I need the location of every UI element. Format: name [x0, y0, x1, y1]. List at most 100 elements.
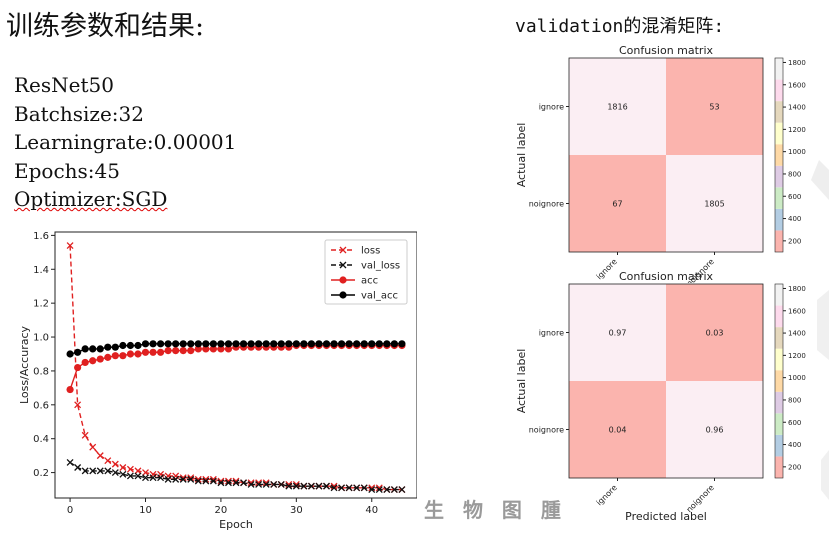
colorbar-segment: [775, 122, 783, 145]
data-point: [89, 357, 97, 365]
data-point: [224, 340, 233, 348]
data-point: [240, 479, 248, 487]
colorbar-segment: [775, 284, 783, 306]
param-model: ResNet50: [14, 73, 114, 97]
matrix-cell: [569, 155, 666, 252]
data-point: [81, 358, 89, 367]
x-tick-label: 20: [215, 505, 228, 516]
data-point: [104, 457, 112, 465]
colorbar-segment: [775, 305, 783, 328]
data-point: [187, 346, 195, 355]
data-point: [89, 443, 97, 451]
param-optimizer-text: Optimizer:SGD: [14, 187, 168, 211]
data-point: [375, 340, 383, 348]
y-tick-label: 1.2: [33, 299, 49, 310]
data-point: [172, 346, 180, 355]
data-point: [66, 350, 74, 358]
data-point: [126, 465, 134, 473]
data-point: [232, 340, 240, 348]
data-point: [262, 340, 270, 348]
data-point: [270, 480, 278, 488]
legend-marker: [339, 246, 347, 254]
matrix-cell: [666, 155, 763, 252]
data-point: [89, 345, 97, 353]
data-point: [156, 348, 165, 356]
y-axis-label: Actual label: [515, 123, 528, 188]
data-point: [315, 482, 323, 490]
data-point: [111, 469, 119, 477]
data-point: [104, 353, 112, 361]
data-point: [96, 355, 104, 363]
data-point: [141, 348, 150, 356]
row-label: noignore: [529, 426, 564, 435]
matrix-cell: [666, 58, 763, 155]
x-axis-label: Epoch: [219, 518, 253, 531]
colorbar-segment: [775, 370, 783, 392]
data-point: [104, 343, 112, 351]
data-point: [224, 479, 232, 487]
param-optimizer: Optimizer:SGD: [14, 185, 236, 214]
data-point: [202, 345, 210, 353]
colorbar-tick-label: 600: [788, 419, 801, 427]
colorbar-segment: [775, 101, 783, 123]
data-point: [375, 486, 383, 493]
data-point: [209, 345, 217, 353]
data-point: [134, 467, 142, 475]
cell-value: 53: [709, 103, 719, 112]
data-point: [360, 340, 368, 348]
data-point: [96, 345, 104, 353]
decorative-shapes: [811, 160, 829, 500]
colorbar-tick-label: 1600: [788, 81, 806, 89]
data-point: [194, 345, 202, 353]
data-point: [66, 385, 74, 394]
x-tick-label: 40: [365, 505, 378, 516]
data-point: [353, 484, 361, 492]
legend-label: val_loss: [361, 261, 400, 272]
data-point: [157, 474, 165, 482]
colorbar-tick-label: 400: [788, 441, 801, 449]
data-point: [119, 341, 127, 350]
data-point: [74, 401, 82, 409]
data-point: [285, 482, 293, 490]
cell-value: 1816: [607, 103, 627, 112]
data-point: [255, 340, 263, 348]
data-point: [111, 460, 119, 468]
data-point: [141, 340, 150, 348]
data-point: [104, 467, 112, 475]
colorbar-segment: [775, 187, 783, 209]
colorbar-tick-label: 1800: [788, 59, 806, 67]
data-point: [149, 348, 157, 356]
colorbar-tick-label: 800: [788, 170, 801, 178]
data-point: [209, 340, 217, 348]
cell-value: 0.04: [609, 426, 627, 435]
series-val-loss: [66, 458, 406, 493]
data-point: [119, 464, 127, 471]
data-point: [232, 479, 240, 487]
data-point: [81, 345, 89, 353]
data-point: [126, 472, 134, 480]
data-point: [111, 352, 119, 360]
data-point: [74, 348, 82, 356]
data-point: [164, 340, 172, 348]
data-point: [194, 475, 202, 483]
colorbar-segment: [775, 348, 783, 371]
page-title: 训练参数和结果:: [6, 11, 205, 42]
data-point: [360, 484, 368, 492]
colorbar-segment: [775, 456, 783, 478]
data-point: [292, 482, 300, 490]
data-point: [345, 340, 353, 348]
colorbar-tick-label: 1400: [788, 330, 806, 338]
data-point: [262, 480, 270, 488]
colorbar-segment: [775, 413, 783, 435]
data-point: [164, 475, 172, 483]
data-point: [74, 363, 82, 372]
watermark-text: 生 物 图 腫: [424, 498, 567, 522]
data-point: [81, 467, 89, 475]
legend-label: loss: [361, 246, 380, 257]
data-point: [307, 340, 316, 348]
colorbar-tick-label: 1200: [788, 126, 806, 134]
colorbar-segment: [775, 434, 783, 457]
colorbar-segment: [775, 58, 783, 80]
y-tick-label: 1.4: [33, 265, 49, 276]
